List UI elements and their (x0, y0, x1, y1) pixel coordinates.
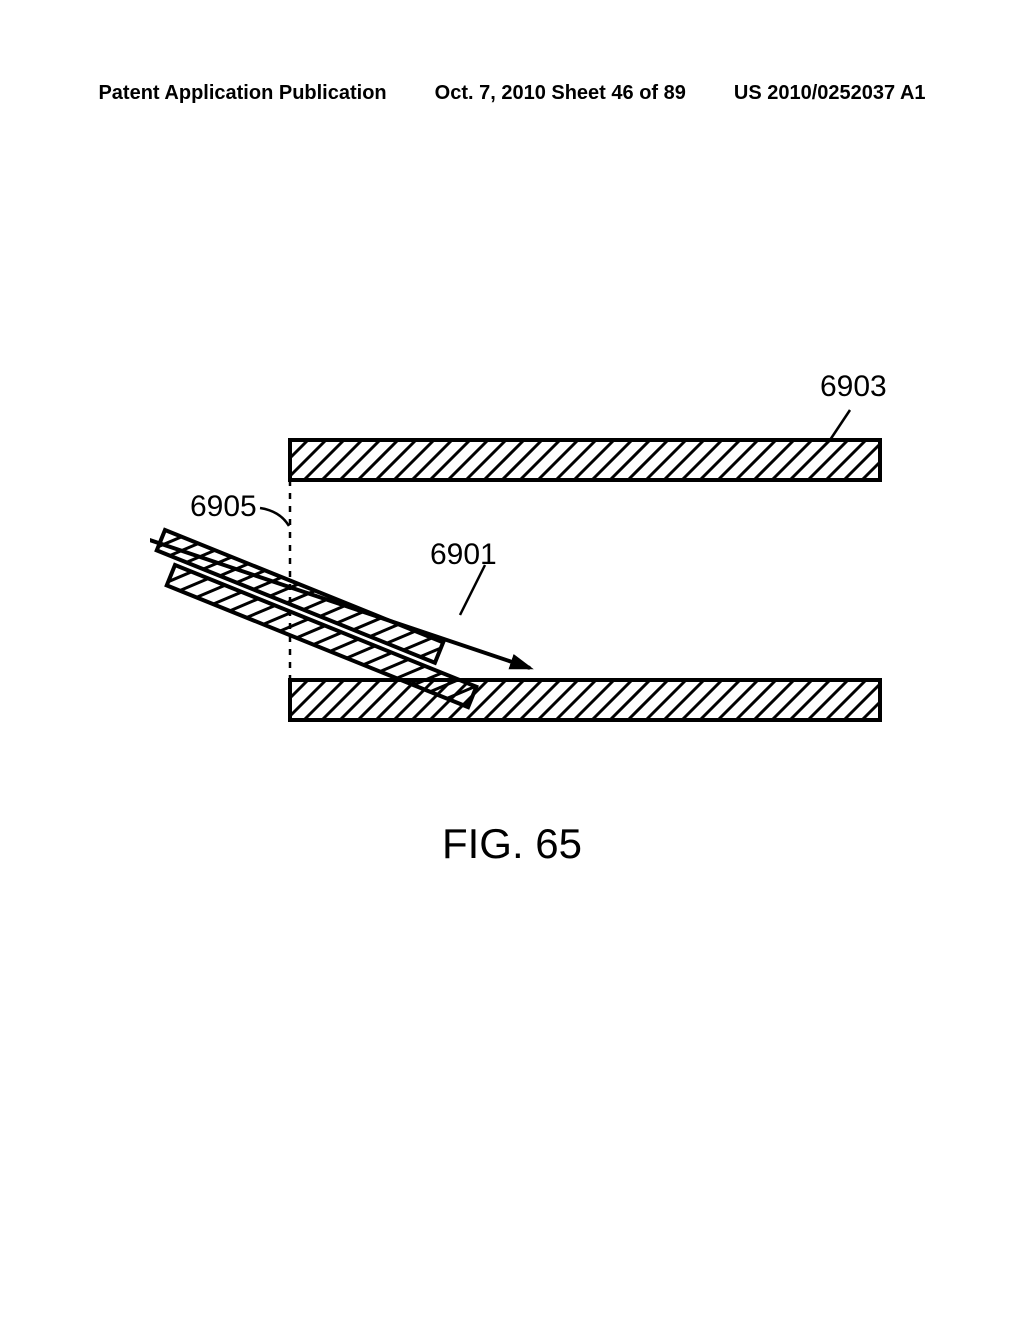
figure-svg (150, 380, 900, 800)
header-center: Oct. 7, 2010 Sheet 46 of 89 (435, 82, 686, 105)
figure: 6903 6905 6901 (150, 380, 900, 800)
page-header: Patent Application Publication Oct. 7, 2… (0, 82, 1024, 105)
header-right: US 2010/0252037 A1 (734, 82, 926, 105)
header-left: Patent Application Publication (98, 82, 386, 105)
figure-caption: FIG. 65 (0, 820, 1024, 868)
